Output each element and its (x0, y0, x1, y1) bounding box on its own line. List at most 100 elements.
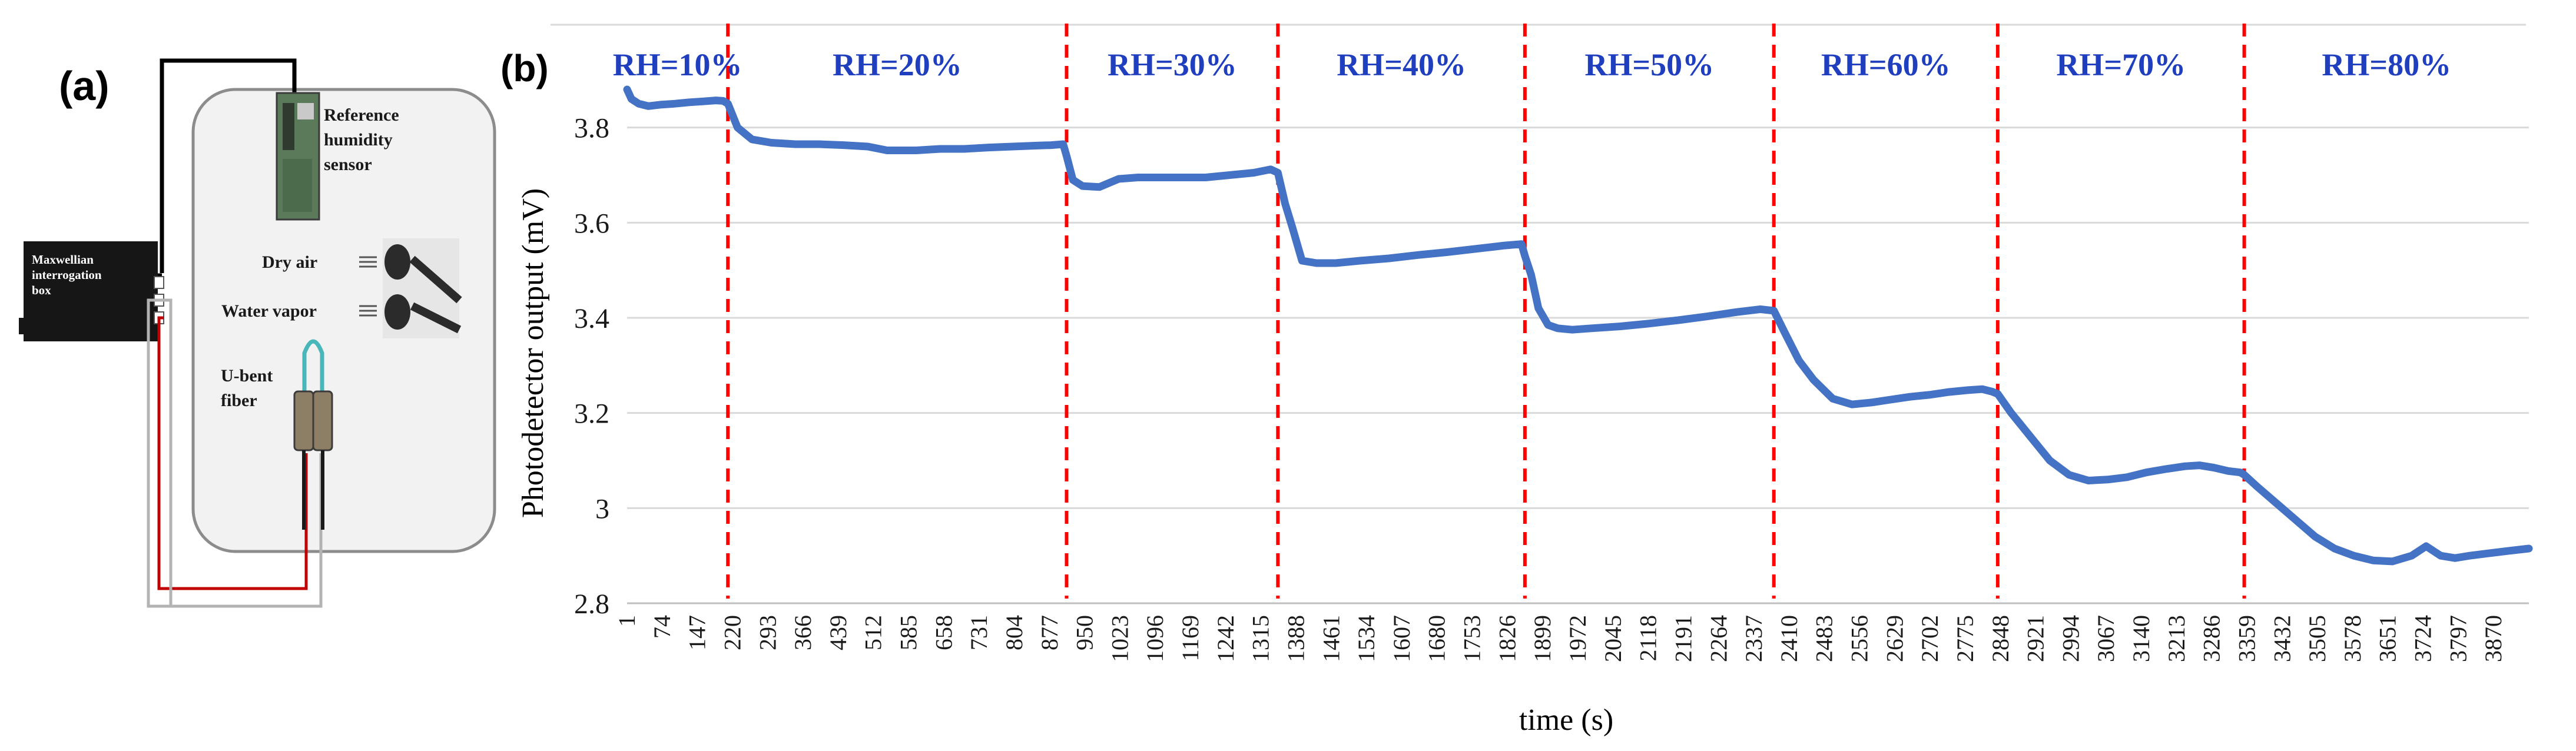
x-tick-label: 3286 (2199, 615, 2225, 662)
x-tick-label: 1753 (1459, 615, 1486, 662)
inlet-dashes (359, 256, 377, 317)
laser-fiber (157, 316, 308, 590)
x-tick-label: 585 (896, 615, 922, 650)
fiber-label-2: fiber (221, 391, 257, 410)
x-tick-label: 1096 (1142, 615, 1168, 662)
sensor-cable (160, 58, 297, 273)
rh-label: RH=20% (833, 47, 962, 82)
y-tick-label: 3.6 (574, 208, 609, 239)
box-port-1 (154, 276, 164, 289)
x-tick-label: 220 (719, 615, 745, 650)
x-tick-label: 2483 (1811, 615, 1838, 662)
x-tick-label: 2191 (1670, 615, 1696, 662)
x-tick-label: 2264 (1705, 615, 1732, 662)
ref-sensor-label-2: humidity (324, 130, 393, 149)
x-tick-label: 1534 (1353, 615, 1380, 662)
x-tick-label: 3432 (2269, 615, 2295, 662)
dry-air-nozzle (384, 244, 410, 280)
fiber-connector-left (293, 390, 314, 451)
y-tick-label: 3.2 (574, 398, 609, 430)
x-tick-label: 3870 (2480, 615, 2507, 662)
rh-label: RH=50% (1584, 47, 1714, 82)
x-tick-label: 731 (966, 615, 992, 650)
x-tick-label: 1 (614, 615, 640, 627)
water-vapor-label: Water vapor (221, 301, 317, 321)
x-tick-label: 2775 (1952, 615, 1978, 662)
x-tick-label: 293 (754, 615, 781, 650)
rh-label: RH=70% (2056, 47, 2186, 82)
x-tick-label: 2702 (1917, 615, 1943, 662)
return-fiber-loop (147, 298, 171, 608)
u-bent-fiber-icon (302, 339, 324, 394)
rh-labels: RH=10% RH=20% RH=30% RH=40% RH=50% RH=60% RH=7… (613, 47, 2451, 82)
box-foot (19, 318, 27, 334)
x-tick-label: 3140 (2128, 615, 2154, 662)
x-tick-label: 3578 (2339, 615, 2366, 662)
x-tick-label: 2410 (1776, 615, 1802, 662)
x-tick-label: 3359 (2233, 615, 2260, 662)
x-tick-label: 2045 (1600, 615, 1626, 662)
x-tick-label: 439 (825, 615, 851, 650)
water-vapor-nozzle (384, 294, 410, 330)
x-tick-label: 1242 (1212, 615, 1239, 662)
box-label-1: Maxwellian (32, 252, 94, 267)
series-line (623, 85, 2533, 566)
box-label-2: interrogation (32, 268, 102, 282)
dry-air-label: Dry air (262, 252, 317, 272)
panel-b: (b) RH=10% RH=20% RH=30% RH=40% RH=50% RH=60%… (500, 24, 2533, 737)
x-tick-label: 3505 (2304, 615, 2330, 662)
sensor-chip (283, 103, 294, 150)
fiber-connector-right (312, 390, 333, 451)
rh-label: RH=80% (2322, 47, 2451, 82)
x-tick-label: 3651 (2375, 615, 2401, 662)
dry-air-tube (409, 255, 462, 304)
y-tick-label: 3 (595, 493, 609, 524)
x-axis-title: time (s) (1519, 703, 1613, 737)
x-tick-label: 2848 (1987, 615, 2014, 662)
y-tick-label: 3.4 (574, 303, 609, 334)
rh-dividers (726, 24, 2246, 599)
interrogation-box (24, 241, 158, 341)
box-label-3: box (32, 283, 51, 297)
x-tick-label: 1388 (1282, 615, 1309, 662)
x-tick-label: 877 (1036, 615, 1063, 650)
rh-label: RH=10% (613, 47, 742, 82)
x-tick-label: 2337 (1740, 615, 1767, 662)
humidity-chamber (191, 88, 496, 553)
x-tick-label: 804 (1001, 615, 1027, 650)
sensor-element (297, 103, 314, 119)
x-tick-label: 366 (790, 615, 816, 650)
water-vapor-tube (410, 302, 462, 334)
x-tick-label: 2629 (1881, 615, 1908, 662)
x-tick-label: 658 (930, 615, 957, 650)
y-tick-label: 2.8 (574, 589, 609, 620)
x-tick-label: 3724 (2410, 615, 2436, 662)
x-tick-label: 1169 (1177, 615, 1204, 662)
y-tick-labels: 2.8 3 3.2 3.4 3.6 3.8 (574, 113, 609, 620)
y-tick-label: 3.8 (574, 113, 609, 144)
sensor-pcb (283, 159, 312, 212)
x-tick-label: 1680 (1424, 615, 1450, 662)
rh-label: RH=40% (1337, 47, 1466, 82)
x-tick-label: 3797 (2445, 615, 2471, 662)
x-tick-labels: 1 74 147 220 293 366 439 512 585 658 731 804 877 950 1… (614, 615, 2507, 662)
x-tick-label: 74 (649, 615, 675, 639)
x-tick-label: 3067 (2093, 615, 2119, 662)
x-tick-label: 1972 (1564, 615, 1591, 662)
x-tick-label: 3213 (2163, 615, 2190, 662)
x-tick-label: 1023 (1106, 615, 1133, 662)
x-tick-label: 1899 (1529, 615, 1556, 662)
x-tick-label: 512 (860, 615, 887, 650)
y-axis-title: Photodetector output (mV) (516, 188, 550, 518)
x-tick-label: 1461 (1318, 615, 1344, 662)
x-tick-label: 2921 (2023, 615, 2049, 662)
x-tick-label: 1315 (1248, 615, 1274, 662)
ref-sensor-label-1: Reference (324, 105, 399, 125)
rh-label: RH=60% (1821, 47, 1951, 82)
panel-a: (a) Maxwellian interrogation box Referen… (19, 58, 496, 608)
ref-sensor-label-3: sensor (324, 155, 372, 174)
x-tick-label: 2118 (1635, 615, 1662, 662)
x-tick-label: 950 (1072, 615, 1098, 650)
panel-a-label: (a) (59, 63, 110, 109)
